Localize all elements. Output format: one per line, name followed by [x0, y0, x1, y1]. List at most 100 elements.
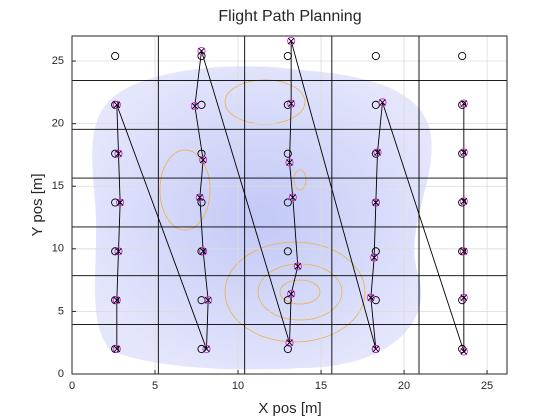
waypoint — [283, 198, 292, 207]
visit-marker — [460, 248, 468, 255]
visit-marker — [199, 248, 207, 255]
x-tick-label: 10 — [232, 380, 244, 392]
axes-box — [71, 35, 508, 375]
x-tick-label: 20 — [398, 380, 410, 392]
y-tick-label: 20 — [52, 118, 64, 130]
y-tick-label: 5 — [58, 305, 64, 317]
y-axis-label: Y pos [m] — [29, 173, 46, 236]
visit-marker — [379, 99, 386, 106]
waypoint — [283, 247, 292, 256]
x-axis-label: X pos [m] — [258, 400, 321, 417]
x-tick-label: 25 — [481, 380, 493, 392]
position-marker — [285, 158, 294, 167]
position-marker — [112, 296, 121, 305]
position-marker — [114, 149, 123, 158]
visit-marker — [370, 254, 378, 261]
position-marker — [366, 293, 375, 302]
visit-marker — [287, 100, 295, 107]
x-tick-label: 0 — [69, 380, 75, 392]
waypoint — [197, 296, 206, 305]
visit-marker — [460, 100, 468, 107]
position-marker — [459, 148, 468, 157]
waypoint — [283, 296, 292, 305]
position-marker — [195, 193, 204, 202]
position-marker — [288, 193, 297, 202]
position-marker — [287, 289, 296, 298]
waypoint — [458, 198, 467, 207]
visit-marker — [372, 345, 380, 353]
y-tick-label: 15 — [52, 180, 64, 192]
position-marker — [459, 99, 468, 108]
position-marker — [378, 98, 387, 107]
visit-marker — [294, 263, 302, 270]
visit-marker — [113, 345, 121, 353]
y-tick-label: 0 — [58, 368, 64, 380]
visit-marker — [204, 296, 212, 304]
position-marker — [459, 347, 468, 356]
position-marker — [199, 155, 208, 164]
visit-marker — [289, 194, 297, 201]
visit-marker — [286, 159, 293, 166]
position-marker — [112, 344, 121, 354]
waypoint — [283, 344, 292, 354]
position-marker — [373, 148, 382, 157]
y-tick-label: 10 — [52, 243, 64, 255]
position-marker — [459, 197, 468, 206]
position-marker — [112, 100, 121, 109]
x-tick-label: 5 — [152, 380, 158, 392]
visit-marker — [203, 345, 210, 353]
visit-marker — [115, 248, 122, 255]
visit-marker — [460, 197, 468, 205]
position-marker — [371, 198, 380, 207]
waypoint — [283, 149, 292, 158]
visit-marker — [116, 199, 124, 206]
position-marker — [285, 338, 294, 347]
visit-marker — [113, 101, 121, 109]
waypoint — [458, 51, 467, 61]
position-marker — [371, 344, 380, 354]
position-marker — [197, 46, 206, 56]
waypoint — [371, 247, 380, 256]
coverage-surface — [92, 66, 432, 370]
position-marker — [293, 262, 302, 271]
visit-marker — [460, 149, 468, 156]
waypoint — [371, 149, 380, 158]
position-marker — [204, 296, 213, 305]
waypoint — [458, 100, 467, 109]
visit-marker — [367, 294, 375, 301]
position-marker — [287, 36, 296, 46]
waypoint — [197, 51, 206, 61]
waypoint — [197, 149, 206, 158]
visit-marker — [198, 47, 205, 55]
visit-marker — [113, 296, 121, 304]
visit-marker — [286, 339, 293, 347]
visit-marker — [115, 150, 122, 157]
position-marker — [287, 99, 296, 108]
position-marker — [114, 247, 123, 256]
visit-marker — [460, 294, 468, 301]
position-marker — [199, 247, 208, 256]
flight-path — [116, 40, 465, 352]
position-marker — [459, 247, 468, 256]
x-tick-label: 15 — [315, 380, 327, 392]
waypoint — [111, 51, 120, 61]
visit-marker — [372, 199, 380, 206]
visit-marker — [196, 194, 204, 201]
waypoint — [283, 51, 292, 61]
visit-marker — [374, 149, 381, 156]
waypoint — [197, 344, 206, 354]
waypoint — [283, 100, 292, 109]
waypoint — [111, 198, 120, 207]
position-marker — [370, 253, 379, 262]
chart-title: Flight Path Planning — [218, 8, 361, 25]
waypoint — [458, 149, 467, 158]
y-tick-label: 25 — [52, 55, 64, 67]
visit-marker — [287, 290, 295, 298]
position-marker — [190, 102, 199, 111]
waypoint — [371, 51, 380, 61]
position-marker — [116, 198, 125, 207]
position-marker — [202, 344, 211, 354]
position-marker — [459, 293, 468, 302]
visit-marker — [460, 348, 468, 355]
